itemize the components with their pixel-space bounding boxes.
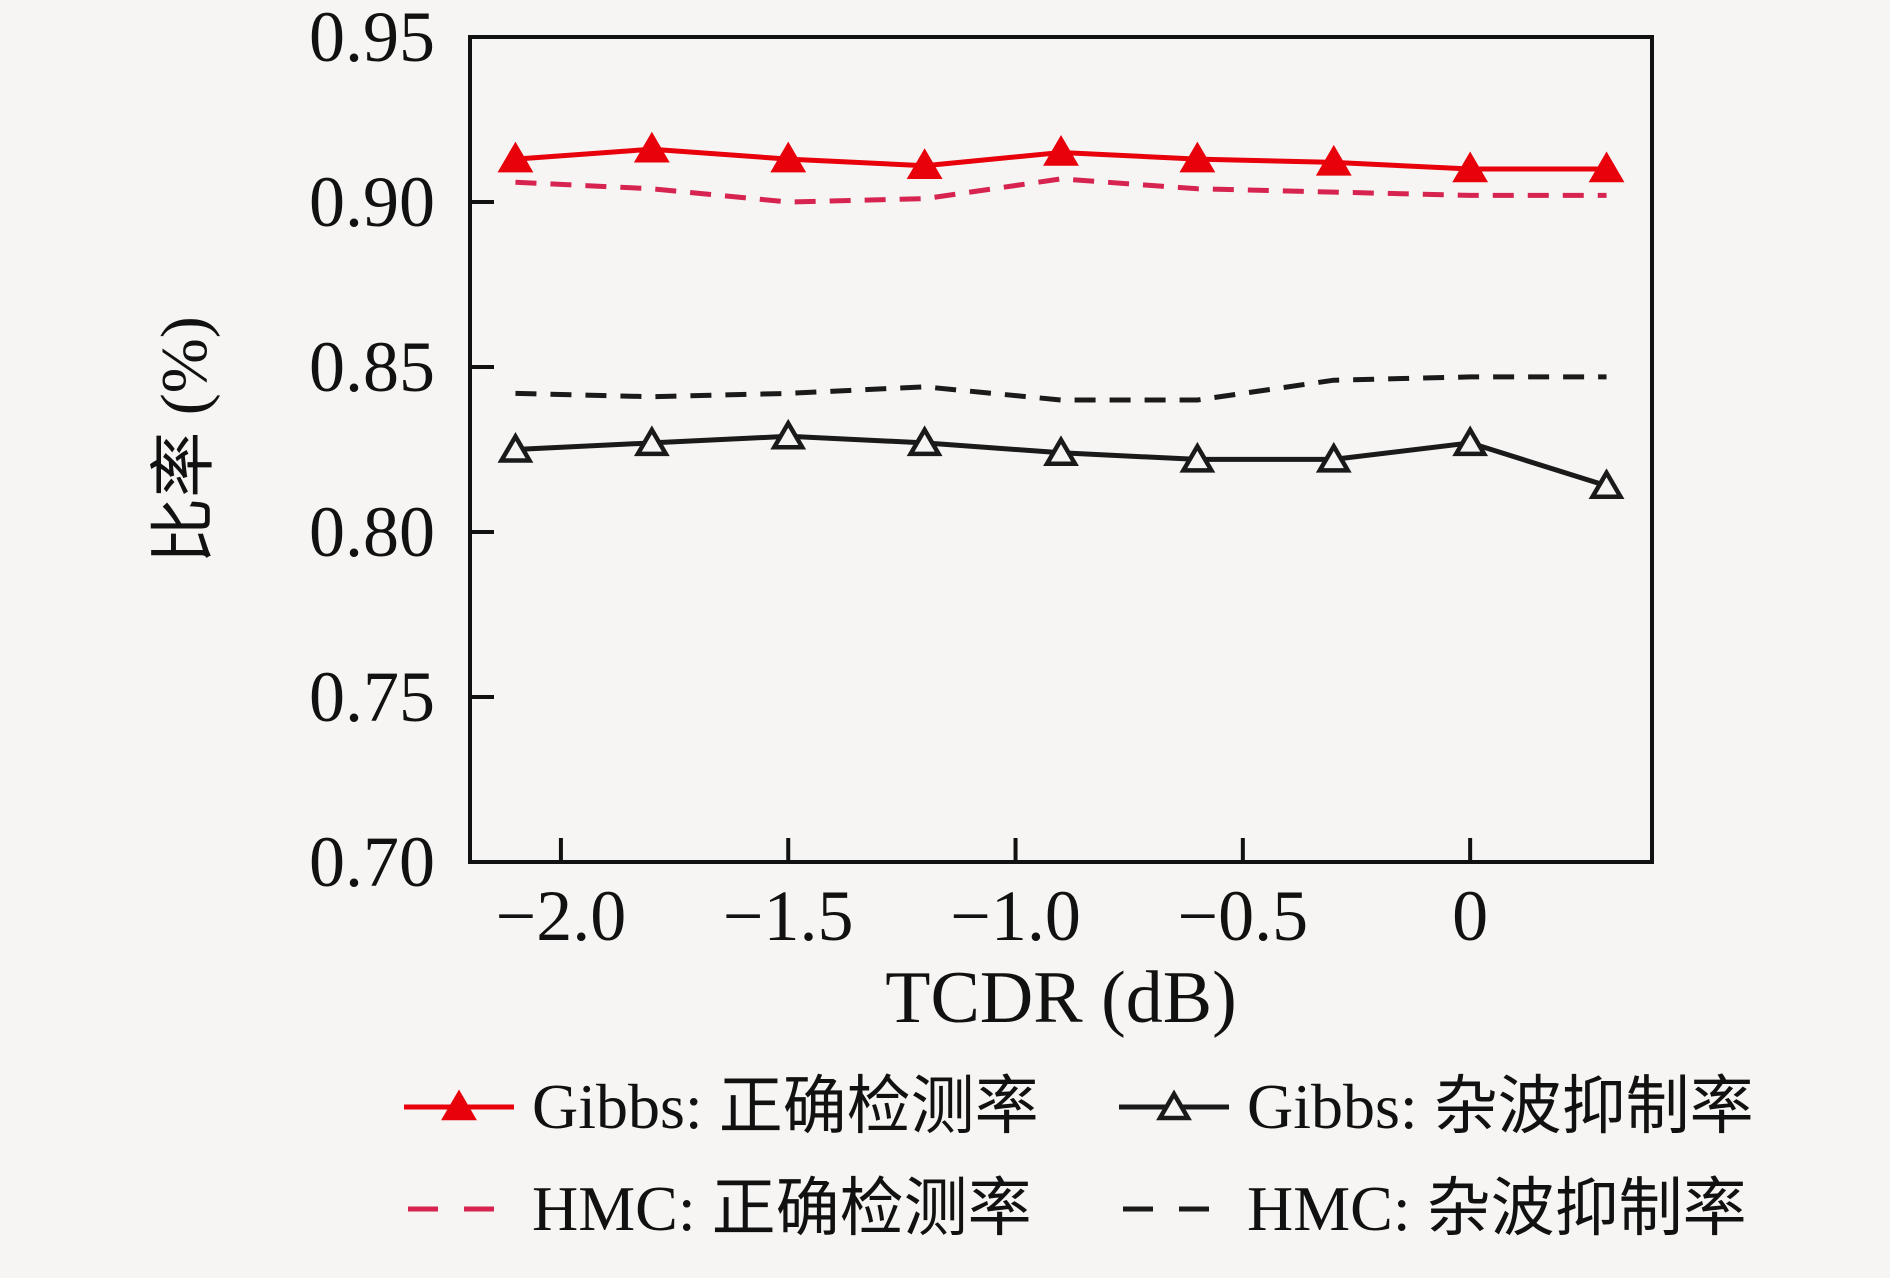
legend-sample-gibbs-detect xyxy=(404,1089,514,1121)
legend-item-hmc-clutter: HMC: 杂波抑制率 xyxy=(1115,1174,1754,1244)
y-tick-label: 0.75 xyxy=(309,657,435,737)
data-point-marker xyxy=(1043,135,1079,166)
x-tick-label: −2.0 xyxy=(495,876,627,956)
legend-label: HMC: 正确检测率 xyxy=(532,1173,1032,1244)
y-tick-label: 0.80 xyxy=(309,492,435,572)
data-point-marker xyxy=(770,418,807,450)
y-tick-label: 0.95 xyxy=(309,0,435,77)
data-point-marker xyxy=(906,148,943,179)
data-point-marker xyxy=(1588,468,1625,500)
legend-sample-hmc-clutter xyxy=(1123,1206,1227,1212)
data-point-marker xyxy=(770,141,807,173)
legend-item-gibbs-clutter: Gibbs: 杂波抑制率 xyxy=(1115,1072,1754,1142)
legend: Gibbs: 正确检测率 Gibbs: 杂波抑制率 HMC: 正确检测率 HMC… xyxy=(400,1072,1754,1244)
x-tick-label: 0 xyxy=(1452,876,1489,956)
legend-marker xyxy=(1156,1089,1192,1121)
data-point-marker xyxy=(906,425,943,457)
data-point-marker xyxy=(497,432,534,463)
data-point-marker xyxy=(1179,441,1216,473)
x-tick-label: −0.5 xyxy=(1177,876,1309,956)
y-axis-label: 比率 (%) xyxy=(148,316,221,564)
data-point-marker xyxy=(633,425,670,457)
legend-marker xyxy=(441,1089,477,1121)
data-point-marker xyxy=(1043,435,1079,467)
legend-label: HMC: 杂波抑制率 xyxy=(1247,1173,1747,1244)
series-line-1 xyxy=(515,176,1607,205)
legend-label: Gibbs: 正确检测率 xyxy=(532,1071,1039,1142)
legend-label: Gibbs: 杂波抑制率 xyxy=(1247,1071,1754,1142)
data-point-marker xyxy=(497,141,534,173)
series-line-3 xyxy=(515,374,1607,403)
y-tick-label: 0.90 xyxy=(309,162,435,242)
x-tick-label: −1.0 xyxy=(950,876,1081,956)
axes-frame xyxy=(468,35,1654,864)
legend-item-hmc-detect: HMC: 正确检测率 xyxy=(400,1174,1115,1244)
data-point-marker xyxy=(1588,151,1625,183)
data-point-marker xyxy=(1315,441,1352,473)
legend-sample-gibbs-clutter xyxy=(1119,1089,1229,1121)
data-point-marker xyxy=(1452,151,1489,183)
data-point-marker xyxy=(633,131,670,163)
y-tick-label: 0.85 xyxy=(309,327,435,407)
y-tick-label: 0.70 xyxy=(309,822,435,902)
x-axis-label: TCDR (dB) xyxy=(885,957,1237,1039)
data-point-marker xyxy=(1452,425,1489,457)
legend-item-gibbs-detect: Gibbs: 正确检测率 xyxy=(400,1072,1115,1142)
data-point-marker xyxy=(1315,144,1352,176)
legend-sample-hmc-detect xyxy=(408,1206,512,1212)
data-point-marker xyxy=(1179,141,1216,173)
x-tick-label: −1.5 xyxy=(722,876,854,956)
